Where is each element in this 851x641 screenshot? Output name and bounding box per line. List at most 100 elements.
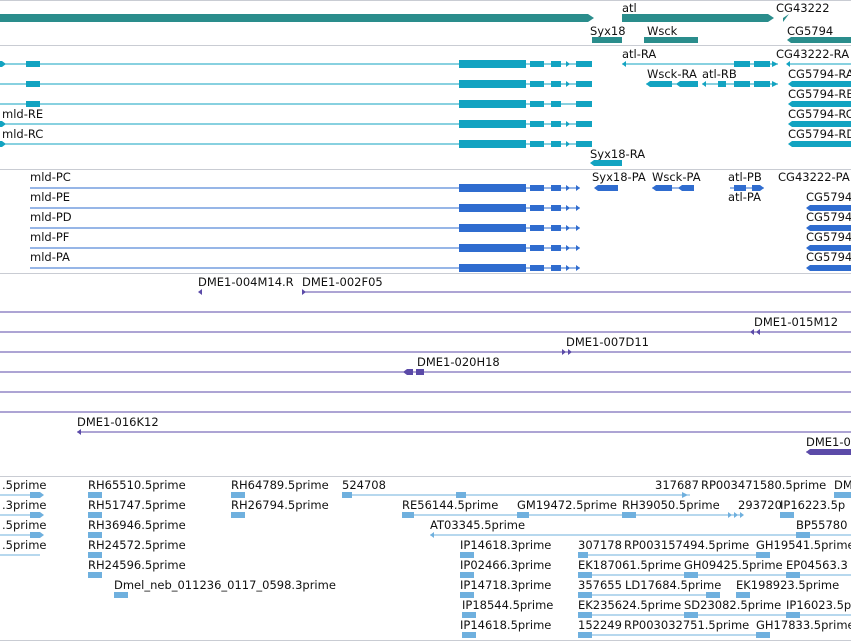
protein-label: CG5794-PC	[806, 230, 851, 244]
gene-bar	[787, 37, 851, 43]
transcript-label: CG5794-RB	[788, 87, 851, 101]
est-row[interactable]	[460, 592, 474, 598]
est-label: 524708	[342, 478, 386, 492]
gene-feature-atl[interactable]: atl	[622, 1, 774, 22]
est-label: .5prime	[2, 478, 46, 492]
clone-track: DME1-004M14.R DME1-002F05 DME1-015M12 DM…	[0, 275, 851, 455]
est-label: 307178	[578, 538, 622, 552]
est-label: IP14618.5prime	[460, 618, 551, 632]
protein-label: CG43222-PA	[778, 170, 850, 184]
protein-cg5794-pd[interactable]: CG5794-PD	[806, 250, 851, 271]
protein-mld-pe[interactable]: mld-PE	[30, 190, 580, 212]
clone-dme1-020h18[interactable]: DME1-020H18	[0, 355, 851, 375]
clone-dme1-002f05[interactable]: DME1-002F05	[302, 275, 851, 295]
transcript-atl-rb[interactable]: atl-RB	[702, 67, 778, 87]
clone-dme1-0[interactable]: DME1-0	[806, 435, 851, 455]
est-row[interactable]	[114, 592, 128, 598]
est-label: 357655	[578, 578, 622, 592]
protein-label: Wsck-PA	[652, 170, 701, 184]
protein-syx18-pa[interactable]: Syx18-PA	[592, 170, 646, 191]
clone-label: DME1-016K12	[77, 415, 159, 429]
protein-label: mld-PE	[30, 190, 70, 204]
protein-wsck-pa[interactable]: Wsck-PA	[652, 170, 701, 191]
est-label: IP18544.5prime	[462, 598, 553, 612]
clone-dme1-007d11[interactable]: DME1-007D11	[0, 335, 851, 355]
transcript-mld-rc[interactable]: mld-RC	[0, 127, 592, 148]
est-row[interactable]	[88, 572, 102, 578]
protein-mld-pa[interactable]: mld-PA	[30, 250, 580, 272]
est-row[interactable]	[88, 492, 102, 498]
est-row[interactable]	[88, 512, 102, 518]
transcript-label: Wsck-RA	[647, 67, 697, 81]
gene-feature-cg5794[interactable]: CG5794	[787, 24, 851, 43]
protein-atl-pb[interactable]: atl-PB	[728, 170, 764, 191]
clone-dme1-015m12[interactable]: DME1-015M12	[0, 315, 851, 335]
est-row[interactable]	[460, 572, 474, 578]
clone-label: DME1-0	[806, 435, 851, 449]
est-label: EK235624.5prime	[578, 598, 681, 612]
est-row[interactable]	[460, 552, 474, 558]
protein-cg5794-pc[interactable]: CG5794-PC	[806, 230, 851, 251]
protein-cg5794-pb[interactable]: CG5794-PB	[806, 210, 851, 231]
clone-label: DME1-007D11	[566, 335, 649, 349]
est-label: .5prime	[2, 518, 46, 532]
transcript-label: CG5794-RD	[788, 127, 851, 141]
transcript-wsck-ra[interactable]: Wsck-RA	[646, 67, 698, 87]
transcript-label: CG5794-RA	[788, 67, 851, 81]
est-row[interactable]	[88, 552, 102, 558]
est-label: RH51747.5prime	[88, 498, 186, 512]
clone-label: DME1-004M14.R	[198, 275, 294, 289]
transcript-mld-re[interactable]: mld-RE	[0, 107, 592, 128]
est-row[interactable]	[462, 632, 476, 638]
est-label: IP02466.3prime	[460, 558, 551, 572]
protein-label: mld-PC	[30, 170, 71, 184]
gene-feature-syx18[interactable]: Syx18	[590, 24, 626, 43]
clone-dme1-016k12[interactable]: DME1-016K12	[77, 415, 851, 435]
gene-feature[interactable]	[0, 14, 594, 22]
protein-label: mld-PF	[30, 230, 69, 244]
est-label: RP003157494.5prime	[624, 538, 749, 552]
transcript-syx18-ra[interactable]: Syx18-RA	[590, 147, 645, 166]
est-label: RH26794.5prime	[231, 498, 329, 512]
clone-dme1-004m14[interactable]: DME1-004M14.R	[198, 275, 294, 295]
gene-label: CG5794	[787, 24, 833, 38]
protein-cg5794-pa[interactable]: CG5794-PA	[806, 190, 851, 211]
transcript-label: atl-RB	[702, 67, 737, 81]
transcript-mld-row[interactable]	[0, 80, 592, 88]
est-label: .3prime	[2, 498, 46, 512]
est-label: RP003471580.5prime	[701, 478, 826, 492]
transcript-cg5794-rd[interactable]: CG5794-RD	[788, 127, 851, 147]
transcript-cg43222-ra[interactable]: CG43222-RA	[776, 47, 851, 67]
protein-atl-pa[interactable]: atl-PA	[728, 190, 761, 204]
protein-label: CG5794-PD	[806, 250, 851, 264]
transcript-cg5794-rb[interactable]: CG5794-RB	[788, 87, 851, 107]
transcript-cg5794-rc[interactable]: CG5794-RC	[788, 107, 851, 127]
gene-feature-wsck[interactable]: Wsck	[644, 24, 698, 43]
est-row[interactable]	[231, 512, 245, 518]
transcript-mld-row[interactable]	[0, 100, 592, 108]
transcript-mld-row[interactable]	[0, 60, 592, 68]
est-row[interactable]	[462, 612, 476, 618]
gene-bar	[644, 37, 698, 43]
protein-mld-pf[interactable]: mld-PF	[30, 230, 580, 252]
est-label: .5prime	[2, 538, 46, 552]
protein-mld-pd[interactable]: mld-PD	[30, 210, 580, 232]
protein-cg43222-pa[interactable]: CG43222-PA	[778, 170, 850, 184]
transcript-cg5794-ra[interactable]: CG5794-RA	[788, 67, 851, 87]
gene-track: atl CG43222 Syx18 Wsck CG5794	[0, 1, 851, 43]
est-label: LD17684.5prime	[625, 578, 721, 592]
est-label: SD23082.5prime	[684, 598, 781, 612]
transcript-track: mld-RE mld-RC atl-RA	[0, 47, 851, 166]
gene-feature-cg43222[interactable]: CG43222	[776, 1, 830, 22]
est-row[interactable]	[88, 532, 102, 538]
est-label: IP16223.5p	[780, 498, 845, 512]
est-label: GH09425.5prime	[684, 558, 783, 572]
est-row[interactable]	[231, 492, 245, 498]
protein-label: CG5794-PB	[806, 210, 851, 224]
transcript-atl-ra[interactable]: atl-RA	[622, 47, 778, 67]
protein-mld-pc[interactable]: mld-PC	[30, 170, 580, 192]
gene-bar	[592, 37, 622, 43]
est-label: RH65510.5prime	[88, 478, 186, 492]
est-label: RH64789.5prime	[231, 478, 329, 492]
